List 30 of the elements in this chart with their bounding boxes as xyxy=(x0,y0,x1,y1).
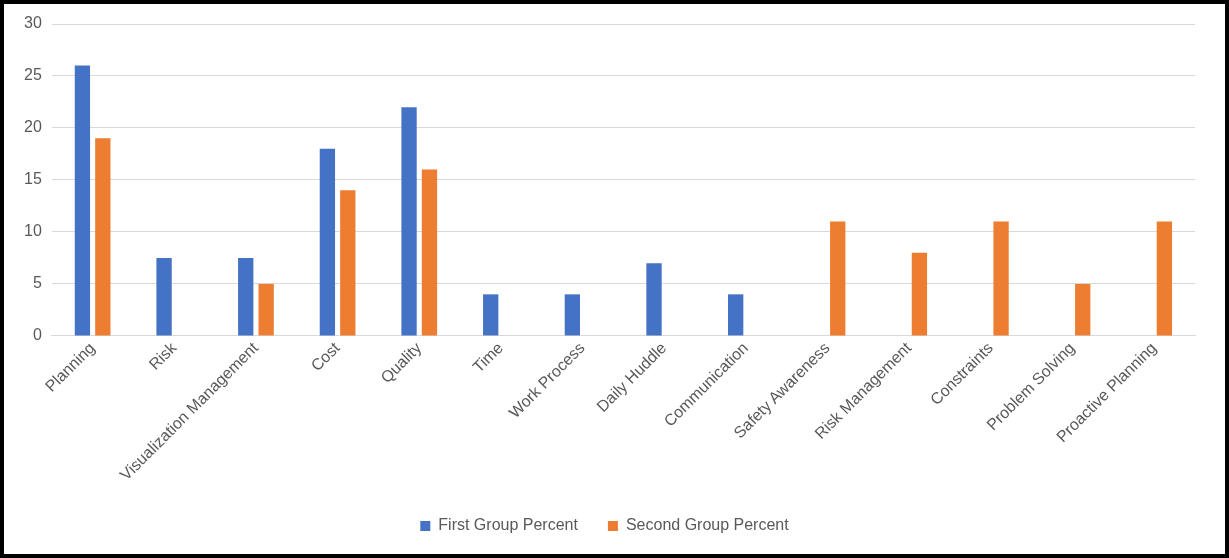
bar xyxy=(728,294,744,336)
bar xyxy=(156,257,172,336)
bar xyxy=(401,107,417,336)
bar xyxy=(646,263,662,336)
y-tick-label: 20 xyxy=(24,118,42,136)
x-tick-label: Risk xyxy=(145,338,181,373)
bar xyxy=(95,138,111,336)
y-tick-label: 5 xyxy=(32,274,42,292)
y-tick-label: 15 xyxy=(24,170,42,188)
legend-label: First Group Percent xyxy=(438,516,579,534)
legend-label: Second Group Percent xyxy=(625,516,790,534)
y-tick-label: 10 xyxy=(24,222,42,240)
y-tick-label: 30 xyxy=(24,14,42,32)
x-tick-label: Cost xyxy=(307,338,344,375)
y-tick-label: 25 xyxy=(24,66,42,84)
bar xyxy=(421,169,438,336)
bar xyxy=(258,283,274,336)
bar xyxy=(911,252,928,336)
bar xyxy=(319,148,336,336)
bar xyxy=(1156,221,1173,336)
bar xyxy=(830,221,846,336)
bar xyxy=(340,190,356,336)
bar xyxy=(1075,283,1091,336)
x-tick-label: Time xyxy=(469,338,507,376)
bar xyxy=(74,65,91,336)
bar xyxy=(238,257,254,336)
bar xyxy=(993,221,1009,336)
bar xyxy=(483,294,499,336)
bar xyxy=(564,294,581,336)
y-tick-label: 0 xyxy=(32,326,42,344)
